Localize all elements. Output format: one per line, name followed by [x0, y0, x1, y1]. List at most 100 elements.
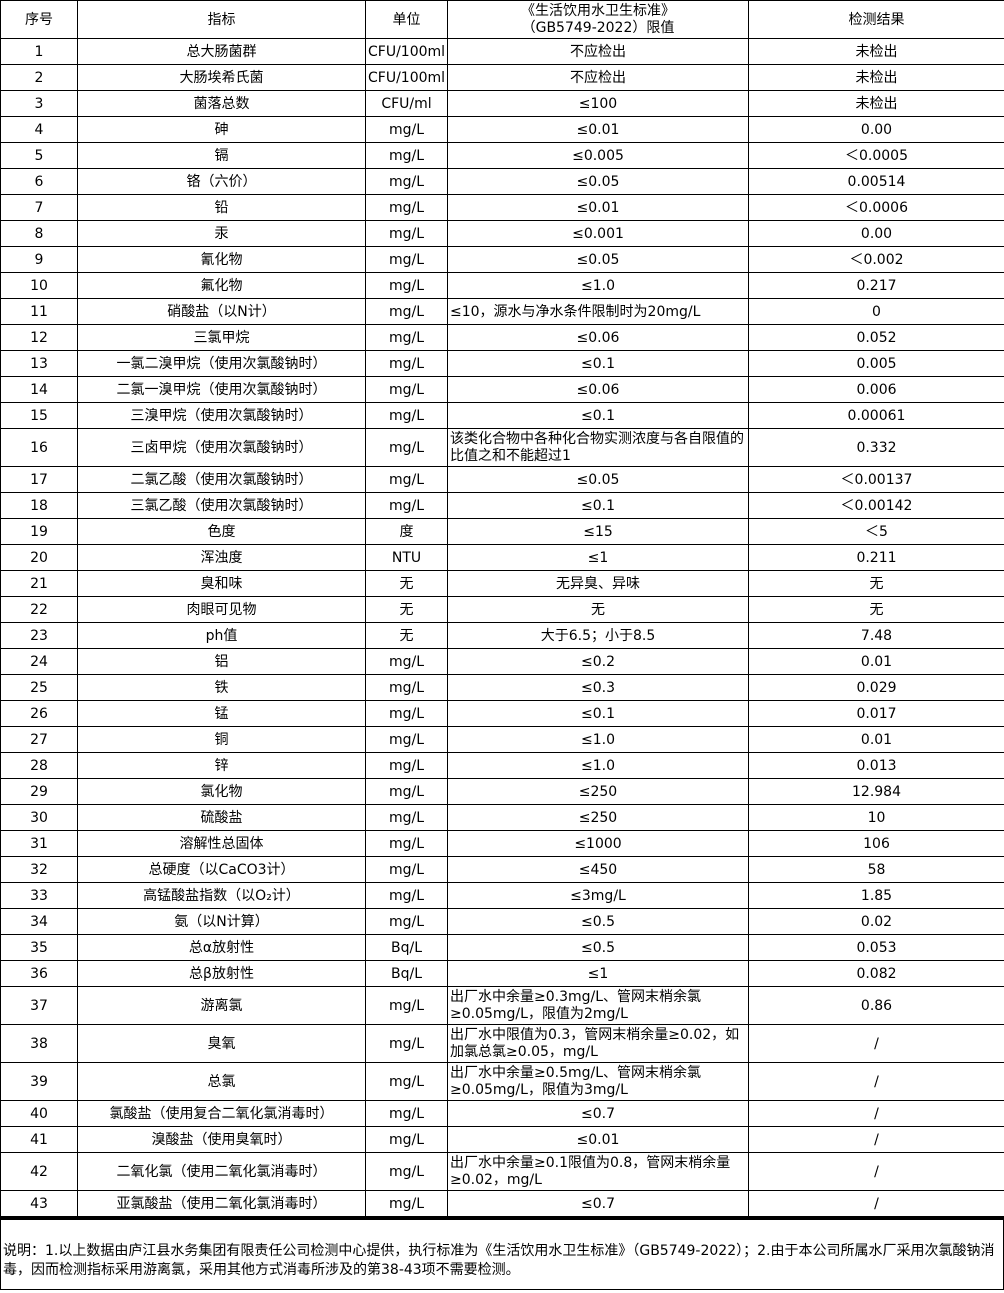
table-row: 14 二氯一溴甲烷（使用次氯酸钠时） mg/L ≤0.06 0.006 — [0, 376, 1004, 403]
table-row: 3 菌落总数 CFU/ml ≤100 未检出 — [0, 90, 1004, 117]
cell-result: 0.01 — [748, 726, 1004, 753]
cell-unit: mg/L — [365, 726, 448, 753]
cell-result: / — [748, 1126, 1004, 1153]
cell-indicator: 总β放射性 — [77, 960, 366, 987]
cell-result: 0.00061 — [748, 402, 1004, 429]
cell-indicator: 菌落总数 — [77, 90, 366, 117]
table-row: 29 氯化物 mg/L ≤250 12.984 — [0, 778, 1004, 805]
cell-index: 31 — [0, 830, 78, 857]
cell-unit: mg/L — [365, 778, 448, 805]
cell-unit: mg/L — [365, 1062, 448, 1101]
table-row: 12 三氯甲烷 mg/L ≤0.06 0.052 — [0, 324, 1004, 351]
table-row: 27 铜 mg/L ≤1.0 0.01 — [0, 726, 1004, 753]
cell-index: 42 — [0, 1152, 78, 1191]
cell-unit: mg/L — [365, 142, 448, 169]
table-row: 2 大肠埃希氏菌 CFU/100ml 不应检出 未检出 — [0, 64, 1004, 91]
cell-result: 0.082 — [748, 960, 1004, 987]
cell-unit: mg/L — [365, 298, 448, 325]
cell-result: 0.217 — [748, 272, 1004, 299]
cell-unit: 无 — [365, 622, 448, 649]
cell-result: 无 — [748, 570, 1004, 597]
cell-index: 43 — [0, 1190, 78, 1217]
table-row: 20 浑浊度 NTU ≤1 0.211 — [0, 544, 1004, 571]
cell-index: 28 — [0, 752, 78, 779]
cell-result: 0 — [748, 298, 1004, 325]
cell-unit: mg/L — [365, 648, 448, 675]
cell-indicator: 溶解性总固体 — [77, 830, 366, 857]
cell-unit: mg/L — [365, 246, 448, 273]
cell-index: 21 — [0, 570, 78, 597]
cell-unit: mg/L — [365, 986, 448, 1025]
cell-indicator: ph值 — [77, 622, 366, 649]
cell-unit: Bq/L — [365, 960, 448, 987]
cell-limit: ≤0.05 — [447, 246, 749, 273]
cell-unit: mg/L — [365, 116, 448, 143]
table-row: 42 二氧化氯（使用二氧化氯消毒时） mg/L 出厂水中余量≥0.1限值为0.8，管网… — [0, 1152, 1004, 1191]
table-row: 26 锰 mg/L ≤0.1 0.017 — [0, 700, 1004, 727]
cell-index: 18 — [0, 492, 78, 519]
table-row: 30 硫酸盐 mg/L ≤250 10 — [0, 804, 1004, 831]
table-row: 22 肉眼可见物无无无 — [0, 596, 1004, 623]
table-row: 43 亚氯酸盐（使用二氧化氯消毒时） mg/L ≤0.7/ — [0, 1190, 1004, 1217]
header-indicator: 指标 — [77, 0, 366, 39]
cell-limit: 出厂水中限值为0.3，管网末梢余量≥0.02，如加氯总氯≥0.05，mg/L — [447, 1024, 749, 1063]
cell-index: 3 — [0, 90, 78, 117]
cell-indicator: 铝 — [77, 648, 366, 675]
cell-indicator: 镉 — [77, 142, 366, 169]
cell-index: 33 — [0, 882, 78, 909]
cell-index: 39 — [0, 1062, 78, 1101]
cell-unit: CFU/ml — [365, 90, 448, 117]
cell-indicator: 砷 — [77, 116, 366, 143]
cell-index: 41 — [0, 1126, 78, 1153]
table-row: 9 氰化物 mg/L ≤0.05 ＜0.002 — [0, 246, 1004, 273]
cell-result: / — [748, 1100, 1004, 1127]
cell-indicator: 三溴甲烷（使用次氯酸钠时） — [77, 402, 366, 429]
table-row: 10 氟化物 mg/L ≤1.0 0.217 — [0, 272, 1004, 299]
cell-limit: 大于6.5；小于8.5 — [447, 622, 749, 649]
cell-index: 11 — [0, 298, 78, 325]
cell-limit: 不应检出 — [447, 64, 749, 91]
cell-index: 23 — [0, 622, 78, 649]
cell-unit: mg/L — [365, 466, 448, 493]
cell-indicator: 臭氧 — [77, 1024, 366, 1063]
cell-index: 10 — [0, 272, 78, 299]
cell-unit: mg/L — [365, 882, 448, 909]
cell-limit: ≤0.005 — [447, 142, 749, 169]
table-row: 1 总大肠菌群 CFU/100ml 不应检出 未检出 — [0, 38, 1004, 65]
cell-unit: mg/L — [365, 1190, 448, 1217]
cell-index: 27 — [0, 726, 78, 753]
cell-result: ＜0.002 — [748, 246, 1004, 273]
cell-result: 58 — [748, 856, 1004, 883]
cell-index: 25 — [0, 674, 78, 701]
cell-result: ＜5 — [748, 518, 1004, 545]
cell-result: / — [748, 1062, 1004, 1101]
cell-index: 36 — [0, 960, 78, 987]
cell-limit: ≤0.06 — [447, 376, 749, 403]
cell-unit: 无 — [365, 596, 448, 623]
cell-limit: 不应检出 — [447, 38, 749, 65]
cell-index: 16 — [0, 428, 78, 467]
cell-limit: ≤1.0 — [447, 752, 749, 779]
cell-indicator: 二氯乙酸（使用次氯酸钠时） — [77, 466, 366, 493]
cell-limit: 出厂水中余量≥0.3mg/L、管网末梢余氯≥0.05mg/L，限值为2mg/L — [447, 986, 749, 1025]
cell-result: / — [748, 1152, 1004, 1191]
cell-result: 0.005 — [748, 350, 1004, 377]
table-row: 16 三卤甲烷（使用次氯酸钠时） mg/L 该类化合物中各种化合物实测浓度与各自限值的… — [0, 428, 1004, 467]
cell-indicator: 游离氯 — [77, 986, 366, 1025]
cell-index: 17 — [0, 466, 78, 493]
cell-result: 106 — [748, 830, 1004, 857]
cell-index: 2 — [0, 64, 78, 91]
cell-unit: 无 — [365, 570, 448, 597]
cell-limit: ≤0.05 — [447, 168, 749, 195]
cell-index: 35 — [0, 934, 78, 961]
cell-limit: ≤15 — [447, 518, 749, 545]
cell-unit: mg/L — [365, 194, 448, 221]
table-row: 21 臭和味无无异臭、异味无 — [0, 570, 1004, 597]
cell-limit: ≤0.01 — [447, 116, 749, 143]
table-row: 40 氯酸盐（使用复合二氧化氯消毒时） mg/L ≤0.7/ — [0, 1100, 1004, 1127]
cell-indicator: 三氯甲烷 — [77, 324, 366, 351]
cell-result: / — [748, 1190, 1004, 1217]
cell-result: ＜0.00137 — [748, 466, 1004, 493]
cell-limit: ≤0.5 — [447, 908, 749, 935]
table-row: 38 臭氧 mg/L 出厂水中限值为0.3，管网末梢余量≥0.02，如加氯总氯≥0.0… — [0, 1024, 1004, 1063]
